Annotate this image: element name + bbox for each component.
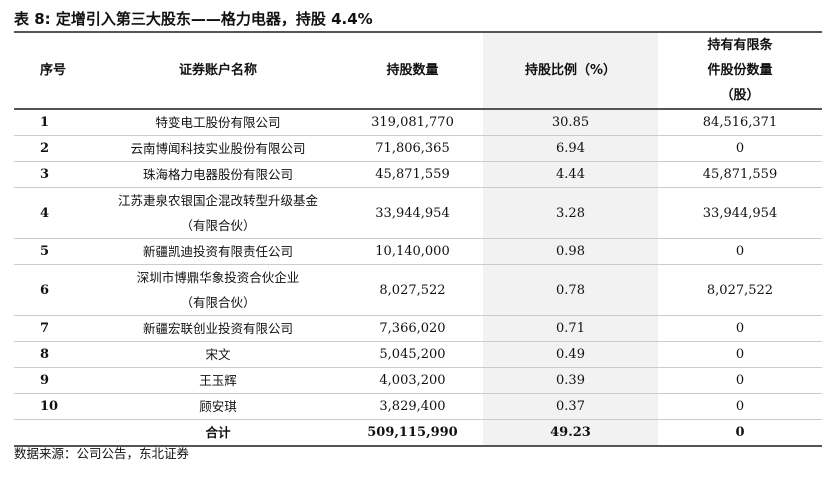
row-pct: 4.44 — [483, 161, 658, 188]
source-note: 数据来源：公司公告，东北证券 — [14, 446, 190, 461]
header-restricted: 持有有限条 件股份数量 （股） — [658, 32, 822, 110]
row-name: 顾安琪 — [94, 393, 342, 420]
table-title: 表 8: 定增引入第三大股东——格力电器，持股 4.4% — [14, 10, 373, 28]
row-seq: 8 — [14, 341, 94, 368]
row-shares: 4,003,200 — [342, 367, 483, 394]
row-restricted: 45,871,559 — [658, 161, 822, 188]
row-restricted: 0 — [658, 393, 822, 420]
row-name-line: 云南博闻科技实业股份有限公司 — [130, 141, 306, 156]
table-row: 2 云南博闻科技实业股份有限公司 71,806,365 6.94 0 — [14, 135, 822, 162]
row-name-line: 江苏疌泉农银国企混改转型升级基金 — [117, 193, 318, 208]
header-seq: 序号 — [14, 32, 94, 110]
row-name-line: 顾安琪 — [199, 399, 237, 414]
row-pct: 0.98 — [483, 238, 658, 265]
row-restricted: 0 — [658, 341, 822, 368]
row-shares: 45,871,559 — [342, 161, 483, 188]
row-name-line: 宋文 — [205, 347, 231, 362]
table-row: 10 顾安琪 3,829,400 0.37 0 — [14, 393, 822, 420]
row-restricted: 33,944,954 — [658, 187, 822, 239]
row-seq: 2 — [14, 135, 94, 162]
row-seq: 7 — [14, 315, 94, 342]
row-name-line: 珠海格力电器股份有限公司 — [142, 167, 293, 182]
row-pct: 0.49 — [483, 341, 658, 368]
table-row: 1 特变电工股份有限公司 319,081,770 30.85 84,516,371 — [14, 109, 822, 136]
row-pct: 0.37 — [483, 393, 658, 420]
row-pct: 30.85 — [483, 109, 658, 136]
table-row: 9 王玉辉 4,003,200 0.39 0 — [14, 367, 822, 394]
row-seq: 1 — [14, 109, 94, 136]
total-row: 合计 509,115,990 49.23 0 — [14, 419, 822, 446]
row-shares: 3,829,400 — [342, 393, 483, 420]
row-name: 新疆凯迪投资有限责任公司 — [94, 238, 342, 265]
row-shares: 5,045,200 — [342, 341, 483, 368]
row-pct: 0.39 — [483, 367, 658, 394]
row-name-line: 特变电工股份有限公司 — [155, 115, 281, 130]
row-name-line: （有限合伙） — [180, 295, 256, 310]
row-seq: 9 — [14, 367, 94, 394]
table-row: 3 珠海格力电器股份有限公司 45,871,559 4.44 45,871,559 — [14, 161, 822, 188]
row-seq: 6 — [14, 264, 94, 316]
row-pct: 3.28 — [483, 187, 658, 239]
shareholder-table: 序号 证券账户名称 持股数量 持股比例（%） 持有有限条 件股份数量 （股） 1… — [14, 31, 822, 447]
row-name: 深圳市博鼎华象投资合伙企业 （有限合伙） — [94, 264, 342, 316]
row-restricted: 0 — [658, 367, 822, 394]
row-seq: 5 — [14, 238, 94, 265]
row-name: 新疆宏联创业投资有限公司 — [94, 315, 342, 342]
row-shares: 10,140,000 — [342, 238, 483, 265]
row-restricted: 84,516,371 — [658, 109, 822, 136]
row-pct: 0.71 — [483, 315, 658, 342]
row-name: 珠海格力电器股份有限公司 — [94, 161, 342, 188]
total-shares: 509,115,990 — [367, 425, 458, 440]
table-row: 5 新疆凯迪投资有限责任公司 10,140,000 0.98 0 — [14, 238, 822, 265]
row-name-line: 王玉辉 — [199, 373, 237, 388]
header-pct: 持股比例（%） — [483, 32, 658, 110]
row-restricted: 0 — [658, 135, 822, 162]
table-row: 4 江苏疌泉农银国企混改转型升级基金 （有限合伙） 33,944,954 3.28 33,… — [14, 187, 822, 239]
row-name-line: 新疆宏联创业投资有限公司 — [142, 321, 293, 336]
row-name-line: 新疆凯迪投资有限责任公司 — [142, 244, 293, 259]
row-seq: 4 — [14, 187, 94, 239]
row-name-line: （有限合伙） — [180, 218, 256, 233]
row-shares: 33,944,954 — [342, 187, 483, 239]
row-pct: 6.94 — [483, 135, 658, 162]
table-row: 8 宋文 5,045,200 0.49 0 — [14, 341, 822, 368]
row-restricted: 8,027,522 — [658, 264, 822, 316]
total-pct: 49.23 — [483, 419, 658, 446]
row-name: 特变电工股份有限公司 — [94, 109, 342, 136]
row-shares: 8,027,522 — [342, 264, 483, 316]
header-shares: 持股数量 — [342, 32, 483, 110]
row-name-line: 深圳市博鼎华象投资合伙企业 — [136, 270, 300, 285]
row-shares: 7,366,020 — [342, 315, 483, 342]
table-row: 6 深圳市博鼎华象投资合伙企业 （有限合伙） 8,027,522 0.78 8,027,5… — [14, 264, 822, 316]
row-shares: 71,806,365 — [342, 135, 483, 162]
total-label: 合计 — [205, 425, 231, 440]
row-seq: 3 — [14, 161, 94, 188]
row-pct: 0.78 — [483, 264, 658, 316]
row-restricted: 0 — [658, 315, 822, 342]
row-name: 宋文 — [94, 341, 342, 368]
row-name: 云南博闻科技实业股份有限公司 — [94, 135, 342, 162]
row-restricted: 0 — [658, 238, 822, 265]
row-shares: 319,081,770 — [342, 109, 483, 136]
row-name: 江苏疌泉农银国企混改转型升级基金 （有限合伙） — [94, 187, 342, 239]
table-header-row: 序号 证券账户名称 持股数量 持股比例（%） 持有有限条 件股份数量 （股） — [14, 32, 822, 110]
row-seq: 10 — [14, 393, 94, 420]
table-row: 7 新疆宏联创业投资有限公司 7,366,020 0.71 0 — [14, 315, 822, 342]
row-name: 王玉辉 — [94, 367, 342, 394]
total-restricted: 0 — [735, 425, 745, 440]
header-name: 证券账户名称 — [94, 32, 342, 110]
